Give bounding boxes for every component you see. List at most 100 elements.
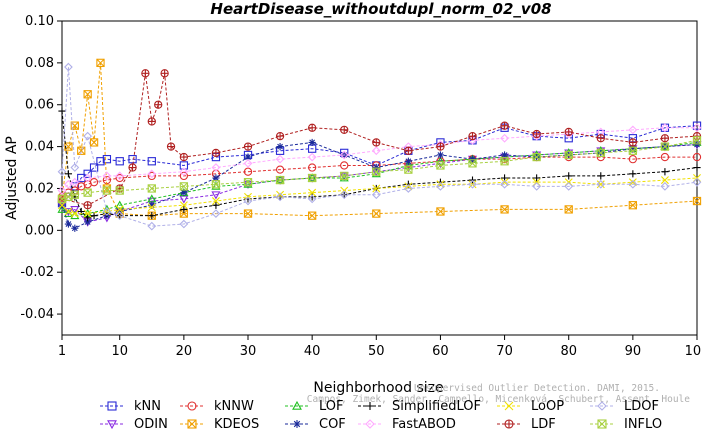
data-point-ldf bbox=[404, 146, 413, 155]
legend-label-ldof: LDOF bbox=[624, 399, 659, 414]
data-point-inflo bbox=[660, 142, 670, 151]
legend-label-loop: LoOP bbox=[531, 399, 564, 414]
data-point-fastabod bbox=[660, 123, 670, 133]
y-tick-label: -0.02 bbox=[20, 265, 54, 280]
y-tick-label: 0.04 bbox=[25, 140, 54, 155]
data-point-ldof bbox=[179, 219, 189, 229]
data-point-knn bbox=[147, 157, 156, 166]
data-point-kdeos bbox=[308, 211, 317, 220]
data-point-ldof bbox=[371, 190, 381, 200]
data-point-kdeos bbox=[83, 90, 92, 99]
data-point-ldof bbox=[83, 131, 93, 141]
data-point-loop bbox=[276, 190, 285, 199]
data-point-loop bbox=[147, 203, 156, 212]
data-point-fastabod bbox=[102, 171, 112, 181]
legend-marker bbox=[597, 401, 607, 411]
data-point-simplifiedlof bbox=[212, 201, 220, 209]
legend-item-simplifiedlof: SimplifiedLOF bbox=[358, 399, 481, 414]
data-point-ldf bbox=[468, 131, 477, 141]
legend-label-odin: ODIN bbox=[134, 417, 168, 432]
chart-title: HeartDisease_withoutdupl_norm_02_v08 bbox=[210, 0, 551, 18]
data-point-ldof bbox=[468, 179, 477, 189]
data-point-ldof bbox=[102, 207, 112, 216]
data-point-inflo bbox=[500, 157, 509, 166]
data-point-ldf bbox=[166, 142, 176, 151]
data-point-ldof bbox=[243, 196, 253, 206]
plot-area bbox=[61, 20, 698, 336]
data-point-ldf bbox=[243, 142, 253, 151]
x-tick-label: 50 bbox=[368, 344, 385, 359]
series-line-ldf bbox=[61, 73, 698, 206]
data-point-knnw bbox=[275, 165, 285, 174]
data-point-loop bbox=[660, 176, 669, 185]
data-point-knnw bbox=[115, 173, 124, 183]
data-point-lof bbox=[57, 204, 67, 213]
data-point-knnw bbox=[660, 152, 670, 162]
legend-marker bbox=[107, 420, 117, 430]
data-point-inflo bbox=[83, 188, 92, 197]
data-point-inflo bbox=[275, 175, 285, 185]
data-point-inflo bbox=[532, 152, 541, 162]
legend-label-inflo: INFLO bbox=[624, 417, 662, 432]
data-point-odin bbox=[70, 205, 80, 215]
data-point-fastabod bbox=[83, 173, 93, 183]
legend-item-cof: COF bbox=[285, 417, 346, 432]
data-point-kdeos bbox=[628, 201, 638, 210]
data-point-knn bbox=[77, 173, 86, 183]
data-point-ldf bbox=[596, 134, 605, 143]
data-point-simplifiedlof bbox=[565, 172, 573, 180]
data-point-ldof bbox=[275, 192, 285, 202]
data-point-loop bbox=[372, 184, 381, 193]
x-tick-label: 10 bbox=[111, 344, 128, 359]
data-point-inflo bbox=[147, 184, 156, 193]
data-point-ldf bbox=[128, 163, 137, 172]
legend-marker bbox=[365, 419, 375, 429]
data-point-loop bbox=[596, 180, 605, 189]
x-tick-label: 80 bbox=[560, 344, 577, 359]
data-point-kdeos bbox=[564, 205, 573, 214]
data-point-loop bbox=[64, 207, 73, 216]
x-tick-label: 20 bbox=[176, 344, 193, 359]
legend-item-knnw: kNNW bbox=[180, 399, 254, 414]
x-tick-label: 60 bbox=[432, 344, 449, 359]
legend-item-kdeos: KDEOS bbox=[180, 417, 259, 432]
series-line-cof bbox=[61, 141, 698, 229]
data-point-ldof bbox=[596, 179, 606, 189]
data-point-fastabod bbox=[147, 169, 157, 179]
y-tick-label: 0.02 bbox=[25, 181, 54, 196]
data-point-inflo bbox=[179, 182, 189, 191]
data-point-simplifiedlof bbox=[308, 193, 316, 201]
legend-label-fastabod: FastABOD bbox=[392, 417, 456, 432]
data-point-fastabod bbox=[628, 125, 638, 135]
data-point-fastabod bbox=[243, 158, 253, 168]
data-point-kdeos bbox=[436, 207, 445, 216]
legend-label-simplifiedlof: SimplifiedLOF bbox=[392, 399, 481, 414]
data-point-cof bbox=[71, 224, 79, 232]
data-point-knnw bbox=[628, 155, 638, 164]
legend-item-lof: LOF bbox=[285, 399, 344, 414]
data-point-ldf bbox=[340, 125, 349, 135]
legend-label-knn: kNN bbox=[134, 399, 161, 414]
data-point-knn bbox=[179, 161, 189, 170]
data-point-ldf bbox=[532, 129, 541, 139]
data-point-ldof bbox=[436, 181, 445, 191]
y-tick-label: -0.04 bbox=[20, 307, 54, 322]
data-point-fastabod bbox=[70, 177, 80, 187]
data-point-cof bbox=[404, 157, 412, 165]
legend-marker bbox=[107, 401, 117, 411]
data-point-cof bbox=[180, 189, 188, 197]
x-axis-label: Neighborhood size bbox=[313, 380, 443, 396]
data-point-ldf bbox=[141, 69, 150, 78]
data-point-ldof bbox=[307, 194, 317, 204]
data-point-inflo bbox=[211, 180, 221, 189]
data-point-simplifiedlof bbox=[693, 163, 701, 172]
watermark-line-1: Unsupervised Outlier Detection. DAMI, 20… bbox=[414, 383, 660, 394]
data-point-lof bbox=[403, 160, 413, 169]
data-point-ldf bbox=[372, 138, 381, 147]
data-point-inflo bbox=[628, 146, 638, 155]
data-point-ldf bbox=[500, 121, 509, 130]
data-point-kdeos bbox=[500, 205, 509, 214]
data-point-inflo bbox=[308, 173, 317, 183]
data-point-fastabod bbox=[211, 163, 221, 172]
